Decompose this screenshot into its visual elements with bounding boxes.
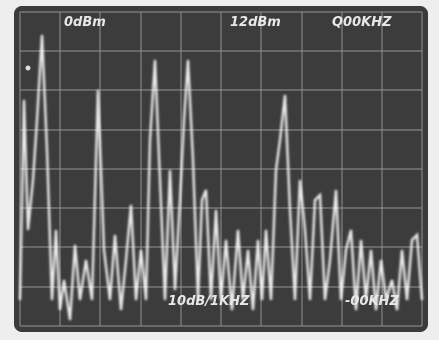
top-label: 12dBm bbox=[230, 15, 281, 30]
bottom-label: -00KHZ bbox=[345, 294, 399, 309]
bottom-label: 10dB/1KHZ bbox=[168, 294, 250, 309]
top-label: Q00KHZ bbox=[332, 15, 392, 30]
marker-dot bbox=[25, 65, 31, 71]
trace bbox=[18, 34, 424, 321]
graticule bbox=[19, 11, 423, 327]
top-label: 0dBm bbox=[64, 15, 106, 30]
